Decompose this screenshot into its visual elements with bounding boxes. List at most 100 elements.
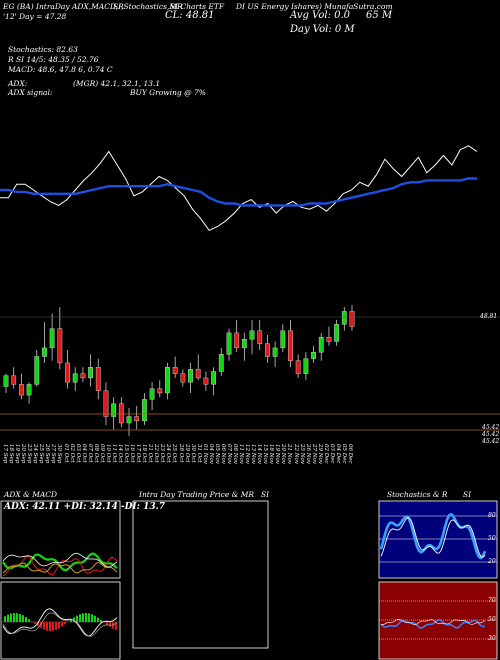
macd-histogram-bar xyxy=(115,622,117,631)
macd-histogram-bar xyxy=(85,613,87,622)
adx-signal-value: BUY Growing @ 7% xyxy=(130,88,206,97)
candle-body xyxy=(172,367,178,374)
x-axis-date-label: 25 Oct xyxy=(171,444,178,463)
candle-body xyxy=(141,399,147,422)
x-axis-date-label: 23 Sep xyxy=(26,444,33,464)
macd-histogram-bar xyxy=(94,615,96,622)
macd-histogram-bar xyxy=(64,622,66,625)
header-volume: 65 M xyxy=(366,10,393,21)
x-axis-date-label: 30 Oct xyxy=(189,444,196,463)
macd-histogram-bar xyxy=(88,613,90,622)
candle-body xyxy=(334,324,340,342)
macd-histogram-bar xyxy=(22,615,24,622)
x-axis-date-label: 05 Nov xyxy=(213,444,220,464)
stochastics-k-line xyxy=(379,512,487,560)
candle-body xyxy=(218,354,224,372)
candle-body xyxy=(318,336,324,353)
macd-histogram-bar xyxy=(52,622,54,631)
adx-panel-readout: ADX: 42.11 +DI: 32.14 -DI: 13.7 xyxy=(4,502,165,512)
macd-histogram-bar xyxy=(100,619,102,622)
macd-panel xyxy=(0,581,121,660)
minus-di-line xyxy=(2,555,118,577)
x-axis-date-label: 10 Oct xyxy=(104,444,111,463)
candle-body xyxy=(280,330,286,349)
candle-body xyxy=(11,375,17,385)
macd-histogram-bar xyxy=(82,613,84,622)
x-axis-date-label: 20 Sep xyxy=(20,444,27,464)
macd-histogram-bar xyxy=(70,619,72,622)
x-axis-date-label: 17 Oct xyxy=(135,444,142,463)
macd-histogram-bar xyxy=(46,622,48,631)
adx-signal-line xyxy=(2,562,118,574)
rsi-tick-70: 70 xyxy=(488,597,496,604)
macd-histogram-bar xyxy=(49,622,51,631)
macd-histogram-bar xyxy=(106,622,108,625)
x-axis-date-label: 14 Oct xyxy=(117,444,123,463)
price-label-support-2: 45.42 xyxy=(482,431,500,438)
x-axis-date-label: 29 Nov xyxy=(316,444,323,464)
macd-histogram-bar xyxy=(43,622,45,630)
candle-body xyxy=(42,347,47,357)
x-axis-date-label: 02 Dec xyxy=(322,444,329,464)
adx-macd-title: ADX & MACD xyxy=(4,490,58,499)
intraday-title: Intra Day Trading Price & MR xyxy=(139,490,255,499)
x-axis-date-label: 29 Oct xyxy=(183,444,190,463)
x-axis-date-label: 07 Nov xyxy=(225,444,232,464)
x-axis-date-label: 16 Oct xyxy=(129,444,136,463)
stochastics-d-line xyxy=(380,517,486,558)
price-line-series xyxy=(0,145,478,232)
x-axis-date-label: 01 Nov xyxy=(201,444,208,464)
x-axis-date-label: 25 Nov xyxy=(298,444,305,464)
header-category: SI Charts ETF xyxy=(170,2,225,11)
macd-histogram-bar xyxy=(76,615,78,622)
x-axis-date-label: 15 Oct xyxy=(123,444,130,463)
candle-body xyxy=(241,339,247,349)
rsi-readout: R SI 14/5: 48.35 / 52.76 xyxy=(8,55,99,64)
candle-body xyxy=(111,403,117,417)
macd-histogram-bar xyxy=(13,613,15,622)
x-axis-date-label: 04 Dec xyxy=(334,444,341,464)
candle-body xyxy=(165,367,170,394)
x-axis-date-label: 30 Sep xyxy=(56,444,63,464)
x-axis-date-label: 03 Dec xyxy=(328,444,335,464)
adx-signal-label: ADX signal: xyxy=(8,88,53,97)
x-axis-date-label: 15 Nov xyxy=(262,444,269,464)
candle-body xyxy=(65,362,70,383)
candle-body xyxy=(311,351,316,359)
candle-body xyxy=(195,369,201,379)
macd-histogram-bar xyxy=(4,616,6,622)
x-axis-date-label: 12 Nov xyxy=(244,444,251,464)
x-axis-date-label: 18 Sep xyxy=(8,444,15,464)
candle-body xyxy=(18,384,24,396)
x-axis-date-label: 06 Dec xyxy=(347,444,353,464)
moving-average-series xyxy=(0,177,477,207)
x-axis-date-label: 08 Oct xyxy=(92,444,99,463)
x-axis-date-label: 28 Oct xyxy=(177,444,184,463)
macd-histogram-bar xyxy=(16,613,18,622)
macd-histogram-bar xyxy=(10,613,12,622)
x-axis-date-label: 22 Nov xyxy=(292,444,299,464)
x-axis-date-label: 14 Nov xyxy=(256,444,263,464)
rsi-panel xyxy=(378,581,498,660)
candle-body xyxy=(49,328,55,349)
macd-histogram-bar xyxy=(28,619,30,622)
candle-body xyxy=(95,367,101,392)
candle-body xyxy=(226,332,232,355)
x-axis-date-label: 27 Nov xyxy=(310,444,317,464)
stoch-tick-80: 80 xyxy=(488,512,496,519)
macd-histogram-bar xyxy=(19,613,21,622)
x-axis-date-label: 17 Sep xyxy=(2,444,8,464)
plus-di-line xyxy=(2,552,118,572)
x-axis-date-label: 05 Dec xyxy=(340,444,347,464)
candle-body xyxy=(326,336,332,342)
candle-body xyxy=(149,388,155,400)
macd-histogram-bar xyxy=(7,614,9,622)
x-axis-date-label: 19 Sep xyxy=(14,444,21,464)
macd-histogram-bar xyxy=(58,622,60,629)
macd-histogram-bar xyxy=(109,622,111,627)
header-day-volume: Day Vol: 0 M xyxy=(290,24,355,35)
intraday-panel xyxy=(132,500,269,649)
price-label-support-3: 45.42 xyxy=(482,438,500,445)
macd-signal-line xyxy=(2,612,118,637)
stochastics-panel xyxy=(378,500,498,579)
